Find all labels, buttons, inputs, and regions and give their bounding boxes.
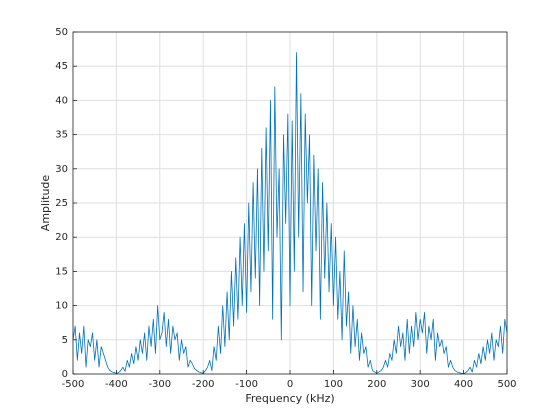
- y-tick-label: 5: [62, 335, 68, 346]
- x-tick-label: 400: [454, 379, 473, 390]
- y-tick-label: 0: [62, 369, 68, 380]
- y-tick-label: 35: [55, 130, 68, 141]
- x-tick-label: -300: [148, 379, 171, 390]
- x-tick-label: -100: [235, 379, 258, 390]
- y-tick-label: 50: [55, 27, 68, 38]
- x-tick-label: -500: [62, 379, 85, 390]
- data-line: [72, 52, 508, 375]
- x-tick-label: -200: [192, 379, 215, 390]
- y-tick-label: 45: [55, 61, 68, 72]
- y-tick-label: 25: [55, 198, 68, 209]
- x-tick-label: 100: [324, 379, 343, 390]
- x-tick-label: -400: [105, 379, 128, 390]
- y-tick-label: 15: [55, 266, 68, 277]
- x-tick-label: 300: [411, 379, 430, 390]
- y-tick-label: 40: [55, 95, 68, 106]
- x-tick-label: 200: [367, 379, 386, 390]
- x-axis-label: Frequency (kHz): [245, 392, 334, 405]
- y-tick-label: 30: [55, 164, 68, 175]
- x-tick-label: 500: [497, 379, 516, 390]
- y-tick-label: 10: [55, 301, 68, 312]
- plot-area: [72, 52, 508, 375]
- y-axis-label: Amplitude: [39, 175, 52, 232]
- x-tick-label: 0: [287, 379, 293, 390]
- y-tick-label: 20: [55, 232, 68, 243]
